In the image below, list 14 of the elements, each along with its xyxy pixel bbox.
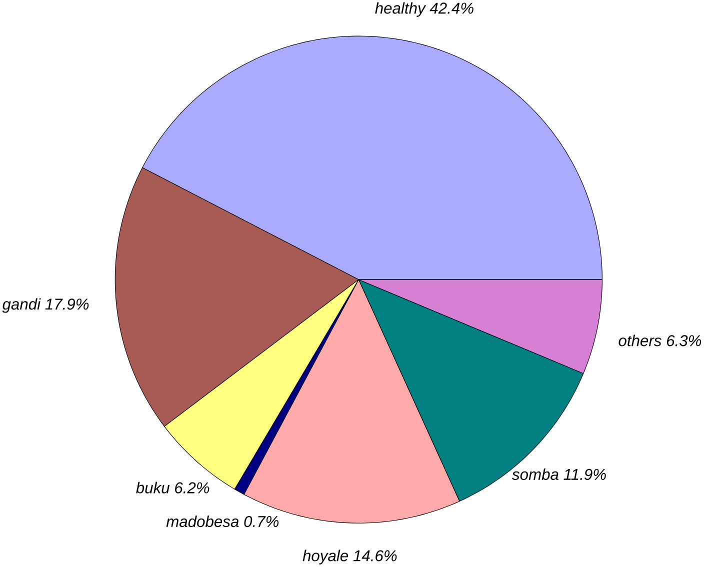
data-label: 6.3% xyxy=(666,335,702,346)
data-label: 0.7% xyxy=(244,516,279,528)
slice-label: others xyxy=(618,334,662,346)
slice-label: gandi xyxy=(2,298,41,313)
data-label: 11.9% xyxy=(564,469,606,480)
data-label: 42.4% xyxy=(430,2,474,14)
slice-label: hoyale xyxy=(302,550,348,565)
data-label: 14.6% xyxy=(353,550,397,562)
slice-label: healthy xyxy=(375,2,426,17)
slice-label: somba xyxy=(512,468,558,480)
slice-label: buku xyxy=(136,482,170,494)
slice-label: madobesa xyxy=(166,516,239,528)
data-label: 17.9% xyxy=(45,298,89,310)
data-label: 6.2% xyxy=(175,482,210,494)
